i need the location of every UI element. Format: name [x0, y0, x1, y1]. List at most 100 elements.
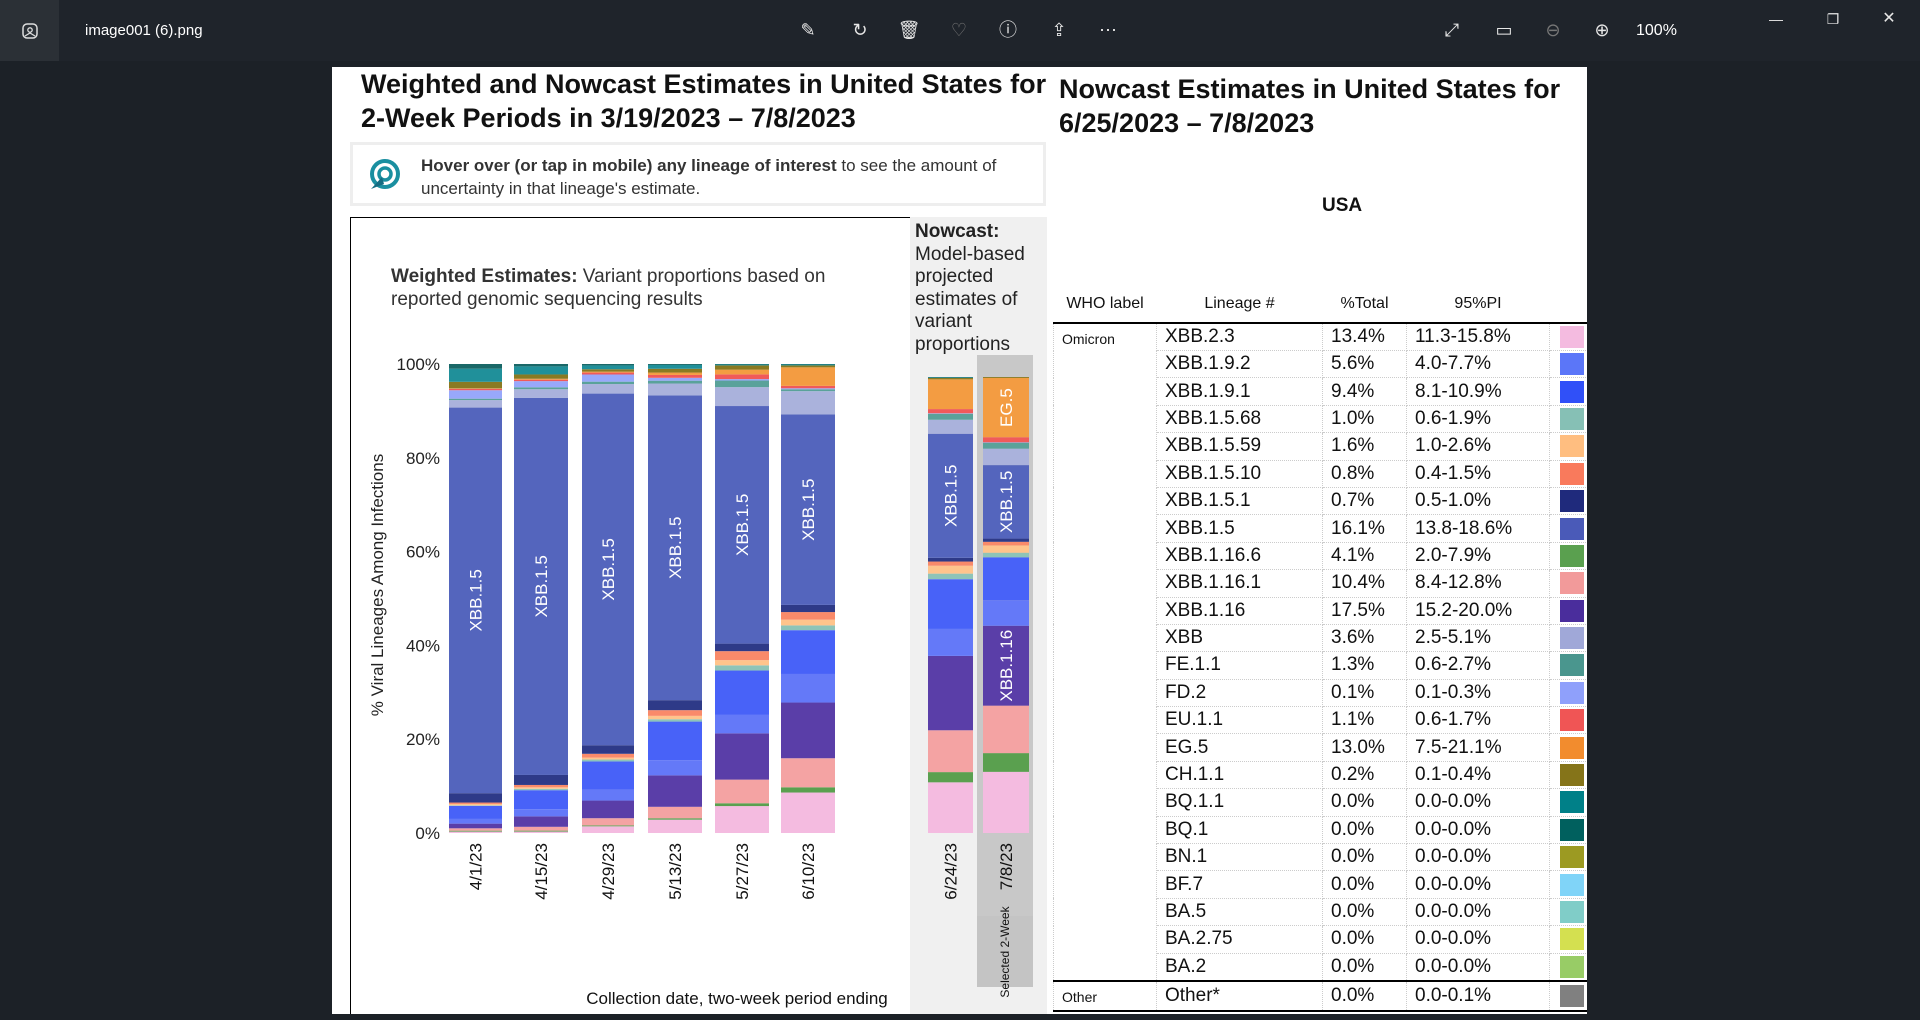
bar-segment[interactable]	[648, 380, 702, 384]
bar-segment[interactable]	[983, 377, 1029, 438]
more-icon[interactable]: ⋯	[1099, 20, 1117, 40]
bar-segment[interactable]	[449, 400, 502, 408]
bar-segment[interactable]	[715, 733, 769, 780]
zoom-in-icon[interactable]: ⊕	[1594, 20, 1610, 40]
bar-segment[interactable]	[514, 809, 568, 817]
bar-segment[interactable]	[449, 388, 502, 391]
bar-segment[interactable]	[648, 760, 702, 776]
bar-segment[interactable]	[781, 625, 835, 631]
bar-segment[interactable]	[582, 372, 634, 375]
bar-segment[interactable]	[582, 825, 634, 827]
bar-segment[interactable]	[449, 390, 502, 399]
fullscreen-icon[interactable]: ⤢	[1444, 20, 1460, 40]
bar-segment[interactable]	[648, 818, 702, 820]
header-who-label[interactable]: WHO label	[1053, 285, 1157, 324]
bar-segment[interactable]	[648, 374, 702, 378]
bar-segment[interactable]	[582, 371, 634, 373]
bar-segment[interactable]	[983, 552, 1029, 558]
bar-segment[interactable]	[715, 665, 769, 671]
bar-segment[interactable]	[715, 387, 769, 407]
bar-segment[interactable]	[715, 779, 769, 804]
bar-segment[interactable]	[983, 538, 1029, 542]
bar-segment[interactable]	[449, 364, 502, 369]
bar-segment[interactable]	[928, 579, 973, 629]
bar-segment[interactable]	[449, 381, 502, 389]
bar-segment[interactable]	[449, 407, 502, 794]
bar-segment[interactable]	[928, 628, 973, 656]
favorite-icon[interactable]: ♡	[950, 20, 968, 40]
bar-segment[interactable]	[582, 393, 634, 746]
table-row[interactable]: XBB.1.5.68 1.0% 0.6-1.9%	[1054, 405, 1587, 434]
zoom-out-icon[interactable]: ⊖	[1545, 20, 1561, 40]
bar-segment[interactable]	[715, 406, 769, 644]
bar-segment[interactable]	[928, 730, 973, 773]
bar-segment[interactable]	[514, 374, 568, 379]
bar-segment[interactable]	[983, 377, 1029, 378]
bar-segment[interactable]	[449, 830, 502, 832]
bar-segment[interactable]	[715, 714, 769, 734]
bar-segment[interactable]	[781, 365, 835, 368]
bar-segment[interactable]	[781, 367, 835, 386]
bar-segment[interactable]	[648, 715, 702, 720]
bar-segment[interactable]	[715, 803, 769, 807]
bar-segment[interactable]	[781, 414, 835, 605]
bar-segment[interactable]	[715, 651, 769, 661]
bar-segment[interactable]	[781, 787, 835, 793]
bar-segment[interactable]	[928, 565, 973, 574]
bar-segment[interactable]	[983, 437, 1029, 443]
bar-segment[interactable]	[514, 816, 568, 827]
bar-segment[interactable]	[781, 391, 835, 415]
bar-segment[interactable]	[582, 384, 634, 394]
bar-segment[interactable]	[928, 379, 973, 410]
bar-segment[interactable]	[648, 383, 702, 396]
bar-segment[interactable]	[928, 561, 973, 566]
table-row[interactable]: EG.5 13.0% 7.5-21.1%	[1054, 733, 1587, 762]
bar-segment[interactable]	[648, 368, 702, 373]
bar-segment[interactable]	[449, 818, 502, 824]
bar-segment[interactable]	[449, 803, 502, 806]
bar-segment[interactable]	[449, 793, 502, 803]
bar-segment[interactable]	[449, 805, 502, 819]
bar-segment[interactable]	[648, 806, 702, 819]
table-row[interactable]: BQ.1 0.0% 0.0-0.0%	[1054, 816, 1587, 845]
bar-segment[interactable]	[928, 413, 973, 420]
bar-segment[interactable]	[781, 612, 835, 620]
bar-segment[interactable]	[582, 745, 634, 754]
table-row[interactable]: XBB.1.16.6 4.1% 2.0-7.9%	[1054, 542, 1587, 571]
bar-segment[interactable]	[648, 721, 702, 761]
bar-segment[interactable]	[715, 364, 769, 366]
bar-segment[interactable]	[715, 643, 769, 652]
bar-segment[interactable]	[514, 366, 568, 375]
bar-segment[interactable]	[648, 775, 702, 807]
bar-segment[interactable]	[648, 719, 702, 722]
bar-segment[interactable]	[582, 369, 634, 372]
bar-segment[interactable]	[983, 448, 1029, 466]
photos-app-icon[interactable]	[0, 0, 59, 61]
info-icon[interactable]: ⓘ	[999, 20, 1017, 40]
bar-segment[interactable]	[983, 600, 1029, 626]
edit-icon[interactable]: ✎	[800, 20, 816, 40]
bar-segment[interactable]	[514, 787, 568, 789]
bar-segment[interactable]	[928, 772, 973, 783]
bar-segment[interactable]	[781, 604, 835, 613]
bar-segment[interactable]	[928, 782, 973, 833]
bar-segment[interactable]	[781, 673, 835, 703]
table-row[interactable]: XBB 3.6% 2.5-5.1%	[1054, 624, 1587, 653]
bar-segment[interactable]	[648, 364, 702, 365]
bar-segment[interactable]	[983, 541, 1029, 546]
bar-segment[interactable]	[449, 831, 502, 833]
bar-segment[interactable]	[715, 806, 769, 833]
bar-segment[interactable]	[514, 830, 568, 832]
bar-segment[interactable]	[983, 753, 1029, 772]
bar-segment[interactable]	[582, 364, 634, 366]
table-row[interactable]: XBB.1.5.59 1.6% 1.0-2.6%	[1054, 432, 1587, 461]
bar-segment[interactable]	[715, 660, 769, 666]
bar-segment[interactable]	[514, 387, 568, 390]
header-total[interactable]: %Total	[1322, 285, 1407, 324]
bar-segment[interactable]	[582, 365, 634, 370]
bar-segment[interactable]	[781, 630, 835, 674]
bar-segment[interactable]	[582, 818, 634, 826]
table-row[interactable]: XBB.1.5.10 0.8% 0.4-1.5%	[1054, 460, 1587, 488]
bar-segment[interactable]	[983, 442, 1029, 449]
bar-segment[interactable]	[781, 758, 835, 788]
